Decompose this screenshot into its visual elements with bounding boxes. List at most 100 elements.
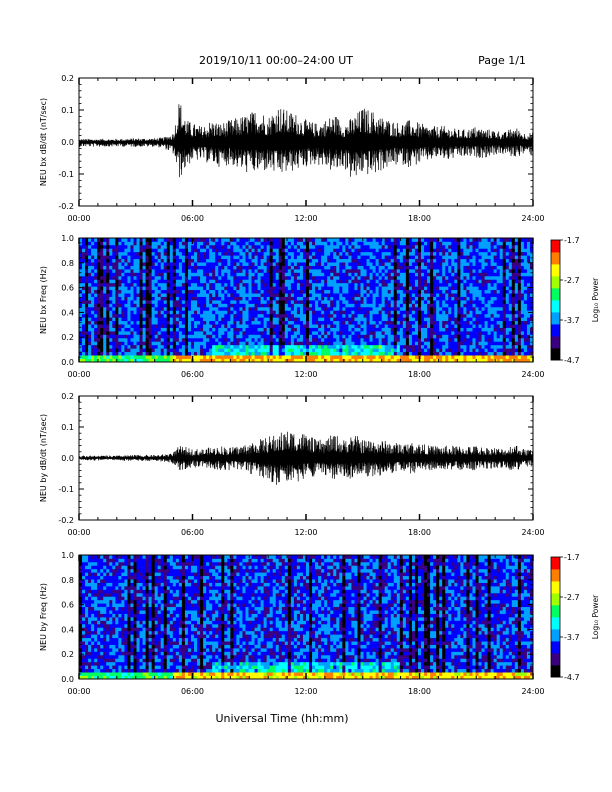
heat-cell (88, 251, 92, 256)
heat-cell (296, 358, 301, 363)
heat-cell (169, 265, 174, 270)
heat-cell (215, 279, 219, 284)
heat-cell (172, 331, 177, 335)
heat-cell (433, 262, 437, 266)
heat-cell (475, 238, 479, 242)
heat-cell (118, 272, 122, 277)
heat-cell (348, 289, 352, 294)
heat-cell (402, 248, 407, 253)
heat-cell (302, 344, 307, 349)
heat-cell (309, 317, 313, 322)
heat-cell (327, 300, 331, 304)
heat-cell (136, 300, 140, 304)
heat-cell (178, 255, 183, 260)
heat-cell (402, 300, 407, 304)
heat-cell (296, 255, 301, 260)
heat-cell (251, 251, 255, 256)
heat-cell (148, 296, 153, 301)
heat-cell (100, 351, 104, 356)
heat-cell (206, 348, 210, 353)
heat-cell (224, 262, 228, 266)
heat-cell (448, 262, 452, 266)
heat-cell (103, 286, 107, 291)
heat-cell (254, 258, 258, 263)
heat-cell (157, 248, 162, 253)
heat-cell (266, 300, 271, 304)
heat-cell (336, 275, 340, 280)
heat-cell (178, 286, 183, 291)
heat-cell (251, 262, 255, 266)
heat-cell (254, 341, 258, 346)
heat-cell (82, 341, 86, 346)
heat-cell (100, 313, 104, 318)
heat-cell (330, 334, 334, 339)
heat-cell (402, 324, 407, 328)
heat-cell (254, 351, 258, 356)
heat-cell (103, 337, 107, 342)
heat-cell (242, 303, 246, 308)
heat-cell (248, 282, 252, 287)
heat-cell (302, 275, 307, 280)
heat-cell (396, 296, 401, 301)
heat-cell (236, 351, 240, 356)
heat-cell (378, 310, 383, 315)
heat-cell (257, 275, 261, 280)
heat-cell (172, 286, 177, 291)
heat-cell (321, 300, 325, 304)
heat-cell (369, 300, 373, 304)
heat-cell (130, 327, 134, 332)
heat-cell (348, 358, 352, 363)
heat-cell (215, 358, 219, 363)
heat-cell (242, 317, 246, 322)
heat-cell (336, 272, 340, 277)
heat-cell (348, 269, 352, 273)
heat-cell (263, 310, 268, 315)
heat-cell (175, 251, 180, 256)
heat-cell (242, 310, 246, 315)
heat-cell (157, 341, 162, 346)
heat-cell (363, 272, 367, 277)
heat-cell (287, 258, 292, 263)
heat-cell (172, 269, 177, 273)
heat-cell (336, 355, 340, 359)
heat-cell (260, 300, 265, 304)
heat-cell (85, 289, 89, 294)
heat-cell (345, 255, 349, 260)
heat-cell (390, 272, 395, 277)
heat-cell (354, 265, 358, 270)
heat-cell (181, 358, 186, 363)
heat-cell (390, 258, 395, 263)
heat-cell (103, 313, 107, 318)
heat-cell (354, 344, 358, 349)
heat-cell (112, 296, 116, 301)
heat-cell (154, 248, 159, 253)
heat-cell (487, 289, 492, 294)
heat-cell (299, 324, 304, 328)
heat-cell (85, 331, 89, 335)
heat-cell (336, 248, 340, 253)
heat-cell (209, 272, 213, 277)
heat-cell (85, 293, 89, 297)
heat-cell (460, 289, 464, 294)
heat-cell (127, 244, 131, 249)
heat-cell (296, 337, 301, 342)
heat-cell (360, 248, 364, 253)
heat-cell (266, 341, 271, 346)
heat-cell (157, 303, 162, 308)
heat-cell (287, 300, 292, 304)
heat-cell (154, 262, 159, 266)
heat-cell (275, 355, 280, 359)
heat-cell (257, 255, 261, 260)
heat-cell (351, 331, 355, 335)
heat-cell (351, 341, 355, 346)
heat-cell (442, 244, 446, 249)
heat-cell (269, 310, 274, 315)
heat-cell (396, 327, 401, 332)
heat-cell (257, 262, 261, 266)
heat-cell (272, 303, 277, 308)
heat-cell (245, 272, 249, 277)
heat-cell (154, 324, 159, 328)
heat-cell (293, 303, 298, 308)
heat-cell (475, 317, 479, 322)
heat-cell (411, 351, 416, 356)
